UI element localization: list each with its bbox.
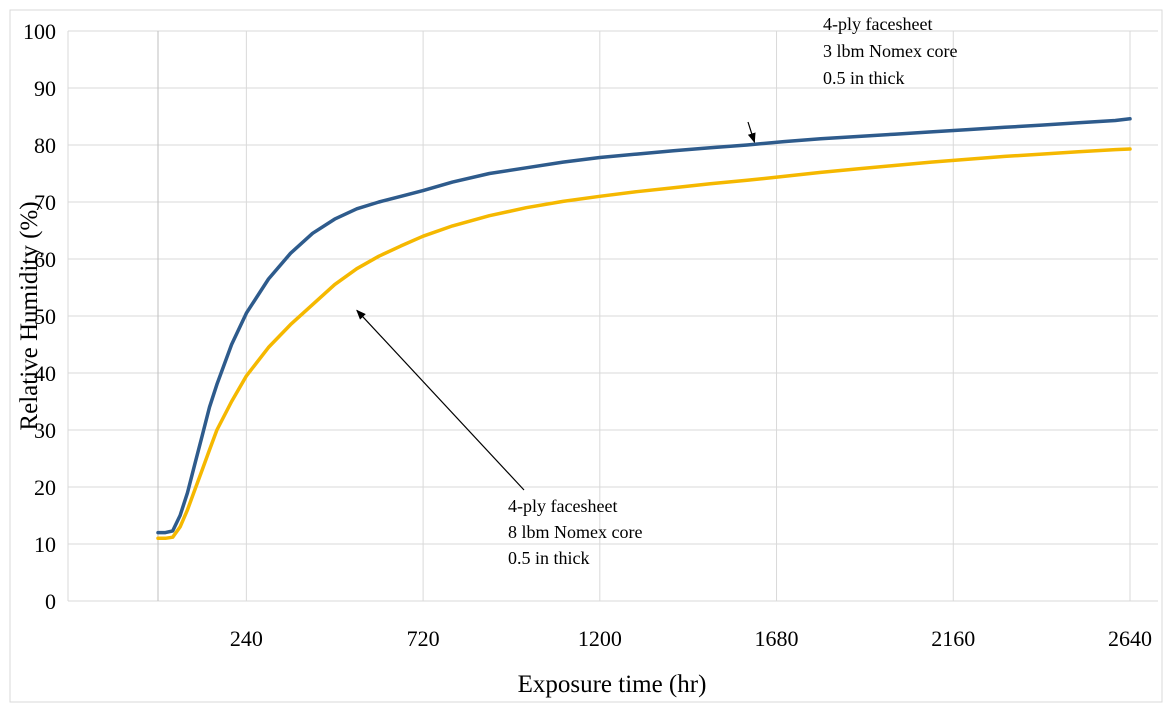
annotations: 4-ply facesheet 3 lbm Nomex core 0.5 in th…	[356, 14, 957, 568]
series-line-8lbm	[156, 147, 1132, 541]
annotation-text-line: 4-ply facesheet	[823, 14, 932, 34]
x-tick-label: 2160	[931, 626, 975, 651]
x-tick-label: 1680	[755, 626, 799, 651]
series-lines	[156, 117, 1132, 541]
annotation-text-line: 4-ply facesheet	[508, 496, 617, 516]
axes: 0 10 20 30 40 50 60 70 80 90 100 240 720 1200 1680 2160…	[23, 19, 1152, 651]
y-tick-label: 60	[34, 247, 56, 272]
chart-frame	[9, 9, 1163, 703]
y-tick-label: 90	[34, 76, 56, 101]
y-tick-label: 20	[34, 475, 56, 500]
x-tick-label: 1200	[578, 626, 622, 651]
annotation-text-line: 8 lbm Nomex core	[508, 522, 642, 542]
x-axis-title: Exposure time (hr)	[518, 671, 707, 698]
y-axis-title: Relative Humidity (%)	[16, 201, 43, 430]
y-tick-label: 10	[34, 532, 56, 557]
y-tick-label: 70	[34, 190, 56, 215]
y-tick-label: 30	[34, 418, 56, 443]
annotation-arrow-anno_3lbm	[747, 121, 756, 144]
x-tick-label: 720	[407, 626, 440, 651]
y-tick-label: 40	[34, 361, 56, 386]
x-tick-label: 240	[230, 626, 263, 651]
y-tick-label: 80	[34, 133, 56, 158]
x-tick-label: 2640	[1108, 626, 1152, 651]
series-line-3lbm	[156, 117, 1132, 535]
y-tick-label: 50	[34, 304, 56, 329]
y-tick-label: 100	[23, 19, 56, 44]
grid-lines	[67, 30, 1158, 602]
annotation-text-line: 0.5 in thick	[508, 548, 590, 568]
annotation-text-line: 0.5 in thick	[823, 68, 905, 88]
annotation-arrow-anno_8lbm	[356, 309, 525, 491]
annotation-text-line: 3 lbm Nomex core	[823, 41, 957, 61]
y-tick-label: 0	[45, 589, 56, 614]
